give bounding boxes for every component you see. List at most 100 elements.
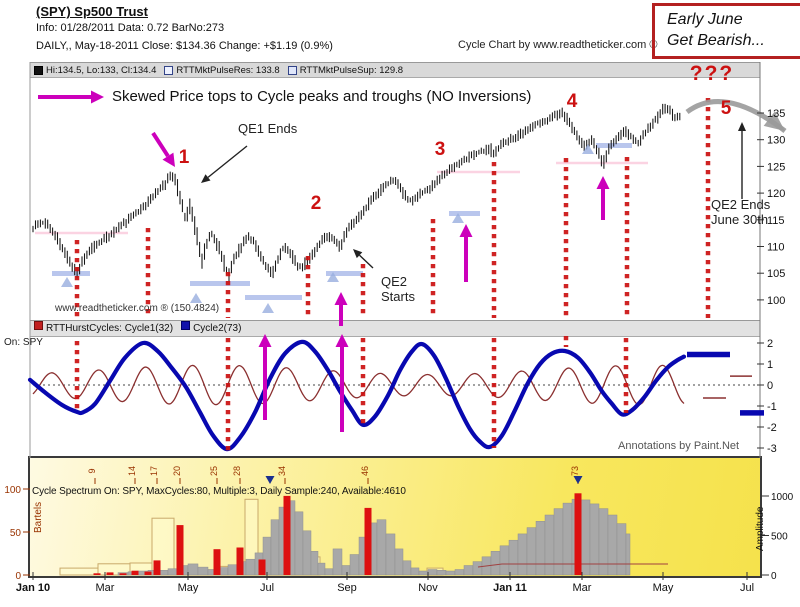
qe2-starts-label: QE2 Starts <box>381 274 415 304</box>
period-label: 17 <box>149 466 159 476</box>
spectrum-gray-step <box>472 561 483 576</box>
chart-credit: Cycle Chart by www.readtheticker.com ® <box>458 39 658 51</box>
trough-triangle-icon <box>452 213 464 223</box>
month-label: Mar <box>96 582 115 594</box>
period-label: 20 <box>172 466 182 476</box>
cycle1-swatch-icon <box>34 321 43 330</box>
callout-line1: Early June <box>667 11 743 28</box>
cycle1-curve <box>32 364 685 406</box>
cycle-number-2: 2 <box>310 193 322 214</box>
black-arrow-icon-head <box>353 249 363 259</box>
bartels-bar <box>144 571 152 575</box>
price-axis-tick-label: 110 <box>767 242 785 254</box>
page-title: (SPY) Sp500 Trust <box>36 4 148 19</box>
bartels-bar <box>93 573 101 575</box>
magenta-arrow-icon-head <box>596 176 610 189</box>
bartels-bar <box>236 547 244 575</box>
selected-cycle-marker-icon <box>573 476 583 484</box>
period-label: 73 <box>570 466 580 476</box>
black-arrow-icon-head <box>201 174 211 183</box>
spectrum-gray-step <box>436 570 447 576</box>
daily-date-line: DAILY,, May-18-2011 Close: $134.36 Chang… <box>36 40 333 52</box>
price-bars <box>32 103 681 282</box>
spectrum-gray-step <box>499 545 510 576</box>
qe1-ends-label: QE1 Ends <box>238 121 298 136</box>
cycle-axis-tick-label: 0 <box>767 380 773 392</box>
question-marks: ??? <box>689 62 735 85</box>
trough-triangle-icon <box>327 272 339 282</box>
amplitude-tick-label: 0 <box>771 571 777 582</box>
month-label: Jul <box>740 582 754 594</box>
trough-triangle-icon <box>190 293 202 303</box>
spectrum-gray-step <box>454 569 465 576</box>
magenta-arrow-icon-head <box>335 334 349 347</box>
spectrum-gray-step <box>197 566 209 576</box>
month-label: Jul <box>260 582 274 594</box>
spectrum-gray-step <box>445 570 456 576</box>
black-arrows <box>201 122 746 269</box>
cycle2-curve <box>27 339 687 452</box>
cycle2-swatch-icon <box>181 321 191 330</box>
cycle-axis-tick-label: -1 <box>767 401 777 413</box>
month-label: Nov <box>418 582 438 594</box>
bartels-bar <box>283 495 291 575</box>
spectrum-gray-step <box>625 533 631 576</box>
support-band <box>245 295 302 300</box>
cycle-axis-tick-label: -2 <box>767 422 777 434</box>
trough-markers <box>61 144 594 313</box>
pulse-sup-label: RTTMktPulseSup: 129.8 <box>299 65 404 76</box>
amplitude-tick-label: 500 <box>771 532 788 543</box>
price-axis-tick-label: 115 <box>767 215 785 227</box>
annotations-credit: Annotations by Paint.Net <box>618 440 740 452</box>
qe2-starts-line1: QE2 <box>381 274 408 289</box>
spectrum-gray-step <box>418 570 429 576</box>
cycle-number-1: 1 <box>178 147 190 168</box>
spectrum-gray-step <box>310 551 319 576</box>
bartels-bar <box>153 560 161 575</box>
cycle-legend-strip: RTTHurstCycles: Cycle1(32) Cycle2(73) <box>30 320 760 337</box>
spectrum-gray-step <box>324 568 334 576</box>
period-label: 34 <box>277 466 287 476</box>
cycle-number-4: 4 <box>566 91 578 112</box>
bartels-bar <box>213 549 221 575</box>
trough-triangle-icon <box>61 277 73 287</box>
spectrum-gray-step <box>294 511 304 576</box>
qe2-ends-label: QE2 Ends June 30th <box>711 197 770 227</box>
bearish-callout-box: Early June Get Bearish... <box>652 3 800 59</box>
amplitude-axis-label: Amplitude <box>755 506 766 551</box>
period-label: 14 <box>127 466 137 476</box>
spectrum-red-baseline <box>477 563 668 568</box>
bartels-bar <box>119 573 127 575</box>
month-label: Mar <box>573 582 592 594</box>
price-axis-tick-label: 125 <box>767 161 785 173</box>
spectrum-gray-step <box>526 527 537 576</box>
bartels-bar <box>258 559 266 575</box>
period-label: 28 <box>232 466 242 476</box>
pulse-res-label: RTTMktPulseRes: 133.8 <box>176 65 280 76</box>
info-line: Info: 01/28/2011 Data: 0.72 BarNo:273 <box>36 22 225 34</box>
month-label: May <box>178 582 199 594</box>
bartels-bar <box>176 525 184 575</box>
cycle-axis-tick-label: -3 <box>767 443 777 455</box>
price-legend-hlc: Hi:134.5, Lo:133, Cl:134.4 <box>46 65 157 76</box>
cycle1-legend-label: RTTHurstCycles: Cycle1(32) <box>46 323 174 334</box>
bartels-bar <box>131 570 139 575</box>
spectrum-gray-step <box>187 563 199 576</box>
spectrum-gray-step <box>332 548 343 576</box>
period-label: 9 <box>87 468 97 473</box>
support-band <box>449 211 480 216</box>
magenta-arrow-icon-head <box>258 334 272 347</box>
spectrum-gray-step <box>385 533 396 576</box>
spectrum-gray-step <box>302 530 312 576</box>
gray-curve-arrow-head <box>763 111 785 131</box>
support-band <box>52 271 90 276</box>
price-axis-tick-label: 130 <box>767 135 785 147</box>
spectrum-gray-step <box>427 569 438 576</box>
magenta-arrow-icon-shaft <box>151 131 170 158</box>
bartels-tick-label: 100 <box>4 485 21 496</box>
spectrum-gray-step <box>410 567 420 576</box>
magenta-arrow-icon-head <box>459 224 473 237</box>
